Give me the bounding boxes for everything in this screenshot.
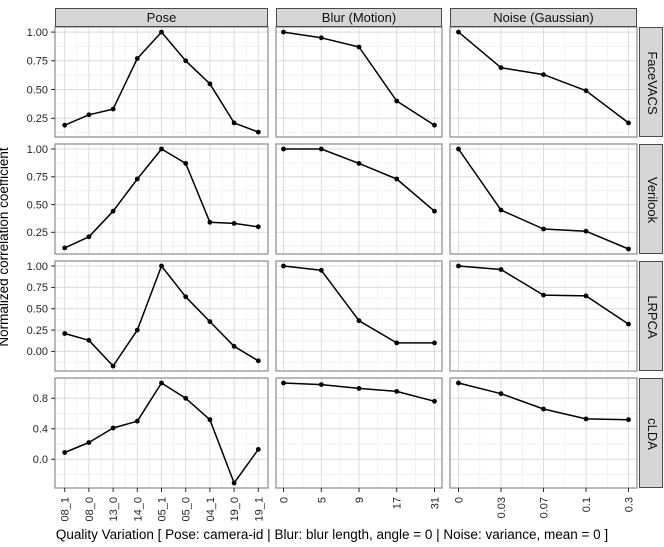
svg-text:05_0: 05_0 [181, 497, 193, 521]
svg-text:05_1: 05_1 [157, 497, 169, 521]
svg-text:0.50: 0.50 [27, 199, 48, 211]
svg-text:9: 9 [354, 497, 366, 503]
facet-column-label: Pose [146, 10, 177, 25]
svg-text:19_0: 19_0 [229, 497, 241, 521]
svg-text:0.1: 0.1 [581, 497, 593, 512]
svg-text:17: 17 [392, 497, 404, 509]
svg-text:0.8: 0.8 [33, 393, 48, 405]
svg-text:0.25: 0.25 [27, 113, 48, 125]
facet-panel [54, 26, 269, 138]
facet-panel [275, 377, 443, 489]
facet-panel [54, 377, 269, 489]
facet-row-label: cLDA [645, 418, 660, 450]
facet-panel [449, 260, 638, 372]
svg-text:5: 5 [316, 497, 328, 503]
svg-text:08_0: 08_0 [84, 497, 96, 521]
x-axis-title: Quality Variation [ Pose: camera-id | Bl… [55, 527, 609, 542]
facet-row-label: FaceVACS [645, 51, 660, 115]
x-axis-ticks: 08_1 08_0 13_0 14_0 05_1 05_0 04_1 19_0 19_1 0 5 9 1… [60, 488, 636, 521]
svg-text:0: 0 [279, 497, 291, 503]
svg-text:0.07: 0.07 [539, 497, 551, 518]
facet-column-strip-noise: Noise (Gaussian) [450, 8, 637, 27]
svg-text:14_0: 14_0 [132, 497, 144, 521]
y-axis-ticks: 0.25 0.50 0.75 1.00 0.25 0.50 0.75 1.00 0.00 0.25… [27, 27, 55, 466]
facet-panel [449, 377, 638, 489]
facet-panel [449, 26, 638, 138]
facet-row-strip-facevacs: FaceVACS [639, 27, 663, 137]
svg-text:0: 0 [454, 497, 466, 503]
svg-text:04_1: 04_1 [205, 497, 217, 521]
svg-text:0.4: 0.4 [33, 424, 48, 436]
svg-text:1.00: 1.00 [27, 261, 48, 273]
svg-text:19_1: 19_1 [253, 497, 265, 521]
facet-column-strip-blur: Blur (Motion) [276, 8, 442, 27]
svg-text:0.75: 0.75 [27, 172, 48, 184]
facet-panel [275, 260, 443, 372]
svg-text:0.0: 0.0 [33, 454, 48, 466]
facet-panel [449, 143, 638, 255]
svg-text:0.75: 0.75 [27, 56, 48, 68]
y-axis-title: Normalized correlation coefficient [0, 147, 11, 347]
facet-row-strip-lrpca: LRPCA [639, 261, 663, 371]
svg-text:0.3: 0.3 [624, 497, 636, 512]
svg-text:0.25: 0.25 [27, 227, 48, 239]
facet-panel [54, 260, 269, 372]
facet-row-strip-clda: cLDA [639, 378, 663, 488]
svg-text:0.75: 0.75 [27, 282, 48, 294]
facet-panel [275, 26, 443, 138]
svg-text:13_0: 13_0 [108, 497, 120, 521]
facet-column-label: Noise (Gaussian) [493, 10, 594, 25]
svg-text:0.50: 0.50 [27, 304, 48, 316]
svg-text:1.00: 1.00 [27, 27, 48, 39]
svg-text:0.50: 0.50 [27, 84, 48, 96]
facet-panel [275, 143, 443, 255]
svg-text:1.00: 1.00 [27, 144, 48, 156]
facet-panel [54, 143, 269, 255]
facet-row-label: LRPCA [645, 295, 660, 339]
svg-text:08_1: 08_1 [60, 497, 72, 521]
facet-column-label: Blur (Motion) [321, 10, 397, 25]
facet-row-strip-verilook: Verilook [639, 144, 663, 254]
svg-text:0.25: 0.25 [27, 325, 48, 337]
svg-text:31: 31 [430, 497, 442, 509]
svg-text:0.00: 0.00 [27, 346, 48, 358]
facet-row-label: Verilook [645, 176, 660, 224]
svg-text:0.03: 0.03 [496, 497, 508, 518]
facet-column-strip-pose: Pose [55, 8, 268, 27]
